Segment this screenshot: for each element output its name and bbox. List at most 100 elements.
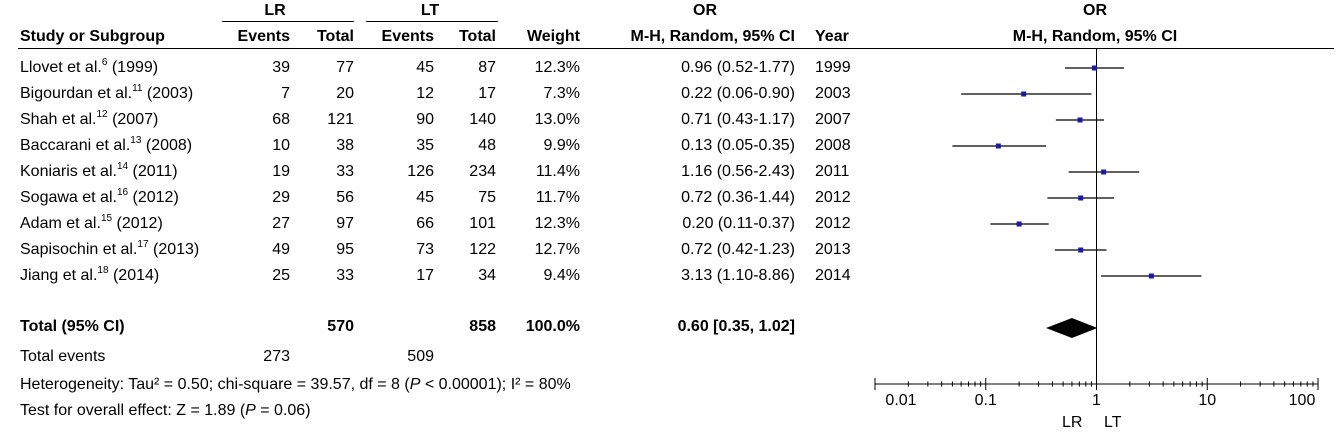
weight: 9.4% xyxy=(543,267,580,284)
weight: 7.3% xyxy=(543,85,580,102)
or-ci: 0.72 (0.42-1.23) xyxy=(681,241,795,258)
weight: 12.3% xyxy=(534,59,580,76)
study-name: Koniaris et al.14 (2011) xyxy=(20,160,178,180)
study-name: Baccarani et al.13 (2008) xyxy=(20,134,193,154)
x-tick-label: 0.01 xyxy=(885,392,917,409)
group2-header: LT xyxy=(420,2,440,19)
group1-header: LR xyxy=(264,2,286,19)
point-estimate xyxy=(1077,117,1083,123)
or-ci: 1.16 (0.56-2.43) xyxy=(681,163,795,180)
lr-total: 95 xyxy=(336,241,354,258)
year: 1999 xyxy=(815,59,851,76)
total-or-ci: 0.60 [0.35, 1.02] xyxy=(677,318,795,335)
point-estimate xyxy=(1016,221,1022,227)
events-label: Total events xyxy=(20,348,106,365)
weight: 11.4% xyxy=(535,163,580,180)
year: 2003 xyxy=(815,85,851,102)
lt-events: 12 xyxy=(416,85,434,102)
col-events-lr: Events xyxy=(237,28,290,45)
lt-total: 234 xyxy=(469,163,496,180)
lr-events: 68 xyxy=(272,111,290,128)
lt-events: 17 xyxy=(416,267,434,284)
or-ci: 0.13 (0.05-0.35) xyxy=(681,137,795,154)
lt-total: 75 xyxy=(478,189,496,206)
lr-total: 56 xyxy=(336,189,354,206)
year: 2011 xyxy=(815,163,850,180)
heterogeneity-text: Heterogeneity: Tau² = 0.50; chi-square =… xyxy=(20,376,571,393)
pooled-diamond xyxy=(1046,318,1098,338)
total-label: Total (95% CI) xyxy=(20,318,125,335)
col-total-lt: Total xyxy=(458,28,496,45)
col-study: Study or Subgroup xyxy=(20,28,165,45)
x-tick-label: 0.1 xyxy=(974,392,997,409)
col-events-lt: Events xyxy=(381,28,434,45)
study-name: Adam et al.15 (2012) xyxy=(20,212,163,232)
col-year: Year xyxy=(815,28,849,45)
total-lt: 858 xyxy=(469,318,496,335)
year: 2012 xyxy=(815,215,851,232)
point-estimate xyxy=(1101,169,1107,175)
lr-events: 25 xyxy=(272,267,290,284)
lr-total: 33 xyxy=(336,163,354,180)
study-name: Llovet et al.6 (1999) xyxy=(20,56,159,76)
overall-effect-text: Test for overall effect: Z = 1.89 (P = 0… xyxy=(20,402,311,419)
study-name: Sapisochin et al.17 (2013) xyxy=(20,238,200,258)
events-lt: 509 xyxy=(407,348,434,365)
lt-total: 122 xyxy=(469,241,496,258)
lt-events: 126 xyxy=(407,163,434,180)
events-lr: 273 xyxy=(263,348,290,365)
col-method: M-H, Random, 95% CI xyxy=(630,28,795,45)
col-weight: Weight xyxy=(526,28,580,45)
lr-events: 39 xyxy=(272,59,290,76)
col-total-lr: Total xyxy=(316,28,354,45)
x-tick-label: 10 xyxy=(1198,392,1217,409)
year: 2007 xyxy=(815,111,851,128)
point-estimate xyxy=(1148,273,1154,279)
or-ci: 0.71 (0.43-1.17) xyxy=(681,111,795,128)
lt-events: 90 xyxy=(416,111,434,128)
year: 2012 xyxy=(815,189,851,206)
lt-total: 140 xyxy=(469,111,496,128)
or-ci: 0.22 (0.06-0.90) xyxy=(681,85,795,102)
lr-total: 38 xyxy=(336,137,354,154)
lr-events: 49 xyxy=(272,241,290,258)
lr-total: 121 xyxy=(327,111,354,128)
study-name: Sogawa et al.16 (2012) xyxy=(20,186,179,206)
lt-events: 45 xyxy=(416,59,434,76)
lr-total: 77 xyxy=(336,59,354,76)
weight: 11.7% xyxy=(535,189,580,206)
weight: 12.3% xyxy=(534,215,580,232)
total-lr: 570 xyxy=(327,318,354,335)
lt-events: 45 xyxy=(416,189,434,206)
study-name: Jiang et al.18 (2014) xyxy=(20,264,160,284)
year: 2008 xyxy=(815,137,851,154)
or-plot-header: OR xyxy=(1083,2,1107,19)
axis-label-lr: LR xyxy=(1062,414,1083,431)
study-name: Shah et al.12 (2007) xyxy=(20,108,159,128)
lr-total: 33 xyxy=(336,267,354,284)
year: 2013 xyxy=(815,241,851,258)
or-ci: 0.96 (0.52-1.77) xyxy=(681,59,795,76)
lr-events: 29 xyxy=(272,189,290,206)
x-tick-label: 100 xyxy=(1288,392,1316,409)
or-ci: 0.20 (0.11-0.37) xyxy=(682,215,795,232)
total-weight: 100.0% xyxy=(525,318,580,335)
lr-total: 97 xyxy=(336,215,354,232)
point-estimate xyxy=(1092,65,1098,71)
or-ci: 0.72 (0.36-1.44) xyxy=(681,189,795,206)
group1-underline xyxy=(222,21,354,22)
lt-total: 48 xyxy=(478,137,496,154)
lr-events: 10 xyxy=(272,137,290,154)
lt-events: 73 xyxy=(416,241,434,258)
lr-events: 19 xyxy=(272,163,290,180)
weight: 9.9% xyxy=(543,137,580,154)
study-name: Bigourdan et al.11 (2003) xyxy=(20,82,194,102)
lt-events: 35 xyxy=(416,137,434,154)
lt-total: 17 xyxy=(478,85,496,102)
lt-events: 66 xyxy=(416,215,434,232)
x-tick-label: 1 xyxy=(1092,392,1101,409)
year: 2014 xyxy=(815,267,851,284)
or-table-header: OR xyxy=(693,2,717,19)
point-estimate xyxy=(1078,247,1084,253)
